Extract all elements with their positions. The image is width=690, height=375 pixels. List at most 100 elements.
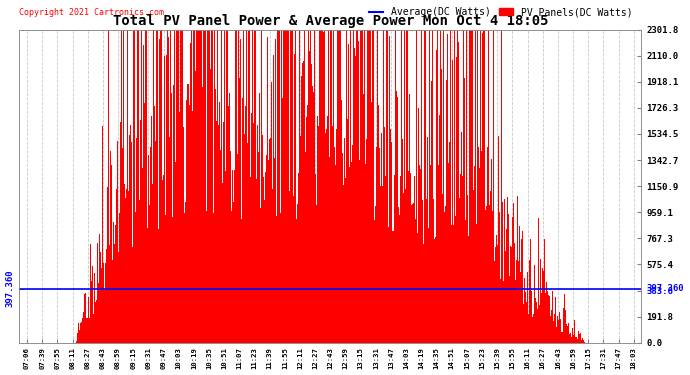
Bar	[537, 309, 538, 343]
Bar	[228, 106, 229, 343]
Bar	[316, 206, 317, 343]
Bar	[578, 331, 579, 343]
Bar	[182, 30, 183, 343]
Bar	[116, 189, 117, 343]
Bar	[209, 30, 210, 343]
Bar	[205, 30, 206, 343]
Bar	[558, 320, 559, 343]
Bar	[281, 31, 282, 343]
Bar	[135, 212, 136, 343]
Bar	[97, 243, 98, 343]
Bar	[271, 82, 273, 343]
Bar	[85, 327, 86, 343]
Bar	[342, 153, 343, 343]
Bar	[527, 272, 528, 343]
Bar	[295, 30, 297, 343]
Bar	[355, 56, 356, 343]
Bar	[555, 318, 556, 343]
Bar	[95, 302, 97, 343]
Bar	[83, 294, 85, 343]
Bar	[526, 302, 527, 343]
Bar	[520, 272, 521, 343]
Bar	[455, 216, 456, 343]
Bar	[471, 155, 473, 343]
Bar	[435, 50, 437, 343]
Bar	[521, 239, 522, 343]
Bar	[443, 30, 444, 343]
Bar	[375, 206, 376, 343]
Bar	[121, 30, 122, 343]
Bar	[418, 108, 419, 343]
Bar	[510, 246, 511, 343]
Bar	[540, 259, 541, 343]
Bar	[415, 219, 416, 343]
Bar	[309, 51, 310, 343]
Bar	[423, 244, 424, 343]
Bar	[362, 30, 364, 343]
Bar	[400, 176, 401, 343]
Bar	[498, 136, 500, 343]
Bar	[573, 335, 574, 343]
Bar	[519, 226, 520, 343]
Bar	[317, 116, 318, 343]
Bar	[264, 200, 265, 343]
Bar	[359, 30, 361, 343]
Bar	[391, 142, 392, 343]
Bar	[544, 293, 546, 343]
Bar	[571, 330, 573, 343]
Bar	[522, 231, 524, 343]
Bar	[410, 173, 411, 343]
Bar	[230, 152, 231, 343]
Bar	[235, 30, 237, 343]
Bar	[367, 30, 368, 343]
Bar	[157, 30, 158, 343]
Bar	[133, 30, 134, 343]
Bar	[77, 333, 79, 343]
Bar	[420, 181, 422, 343]
Bar	[179, 112, 180, 343]
Bar	[351, 162, 352, 343]
Bar	[574, 320, 575, 343]
Bar	[167, 30, 168, 343]
Bar	[408, 171, 409, 343]
Bar	[377, 105, 379, 343]
Bar	[382, 186, 383, 343]
Bar	[517, 196, 518, 343]
Bar	[194, 30, 195, 343]
Bar	[126, 224, 128, 343]
Bar	[144, 103, 146, 343]
Bar	[256, 180, 257, 343]
Bar	[444, 206, 446, 343]
Bar	[314, 30, 315, 343]
Bar	[253, 182, 255, 343]
Bar	[82, 318, 83, 343]
Bar	[122, 148, 123, 343]
Bar	[288, 30, 289, 343]
Bar	[216, 121, 217, 343]
Bar	[90, 244, 91, 343]
Bar	[303, 171, 304, 343]
Bar	[297, 204, 298, 343]
Bar	[86, 318, 88, 343]
Bar	[226, 30, 228, 343]
Bar	[279, 30, 280, 343]
Bar	[335, 165, 336, 343]
Bar	[258, 152, 259, 343]
Bar	[393, 231, 394, 343]
Bar	[456, 57, 457, 343]
Bar	[114, 243, 115, 343]
Bar	[292, 30, 293, 343]
Bar	[394, 175, 395, 343]
Bar	[339, 30, 340, 343]
Bar	[359, 160, 360, 343]
Bar	[507, 197, 509, 343]
Bar	[338, 30, 339, 343]
Bar	[374, 220, 375, 343]
Bar	[347, 119, 348, 343]
Bar	[244, 201, 246, 343]
Text: Copyright 2021 Cartronics.com: Copyright 2021 Cartronics.com	[19, 8, 164, 17]
Bar	[298, 172, 299, 343]
Bar	[538, 311, 539, 343]
Bar	[135, 195, 137, 343]
Bar	[217, 30, 218, 343]
